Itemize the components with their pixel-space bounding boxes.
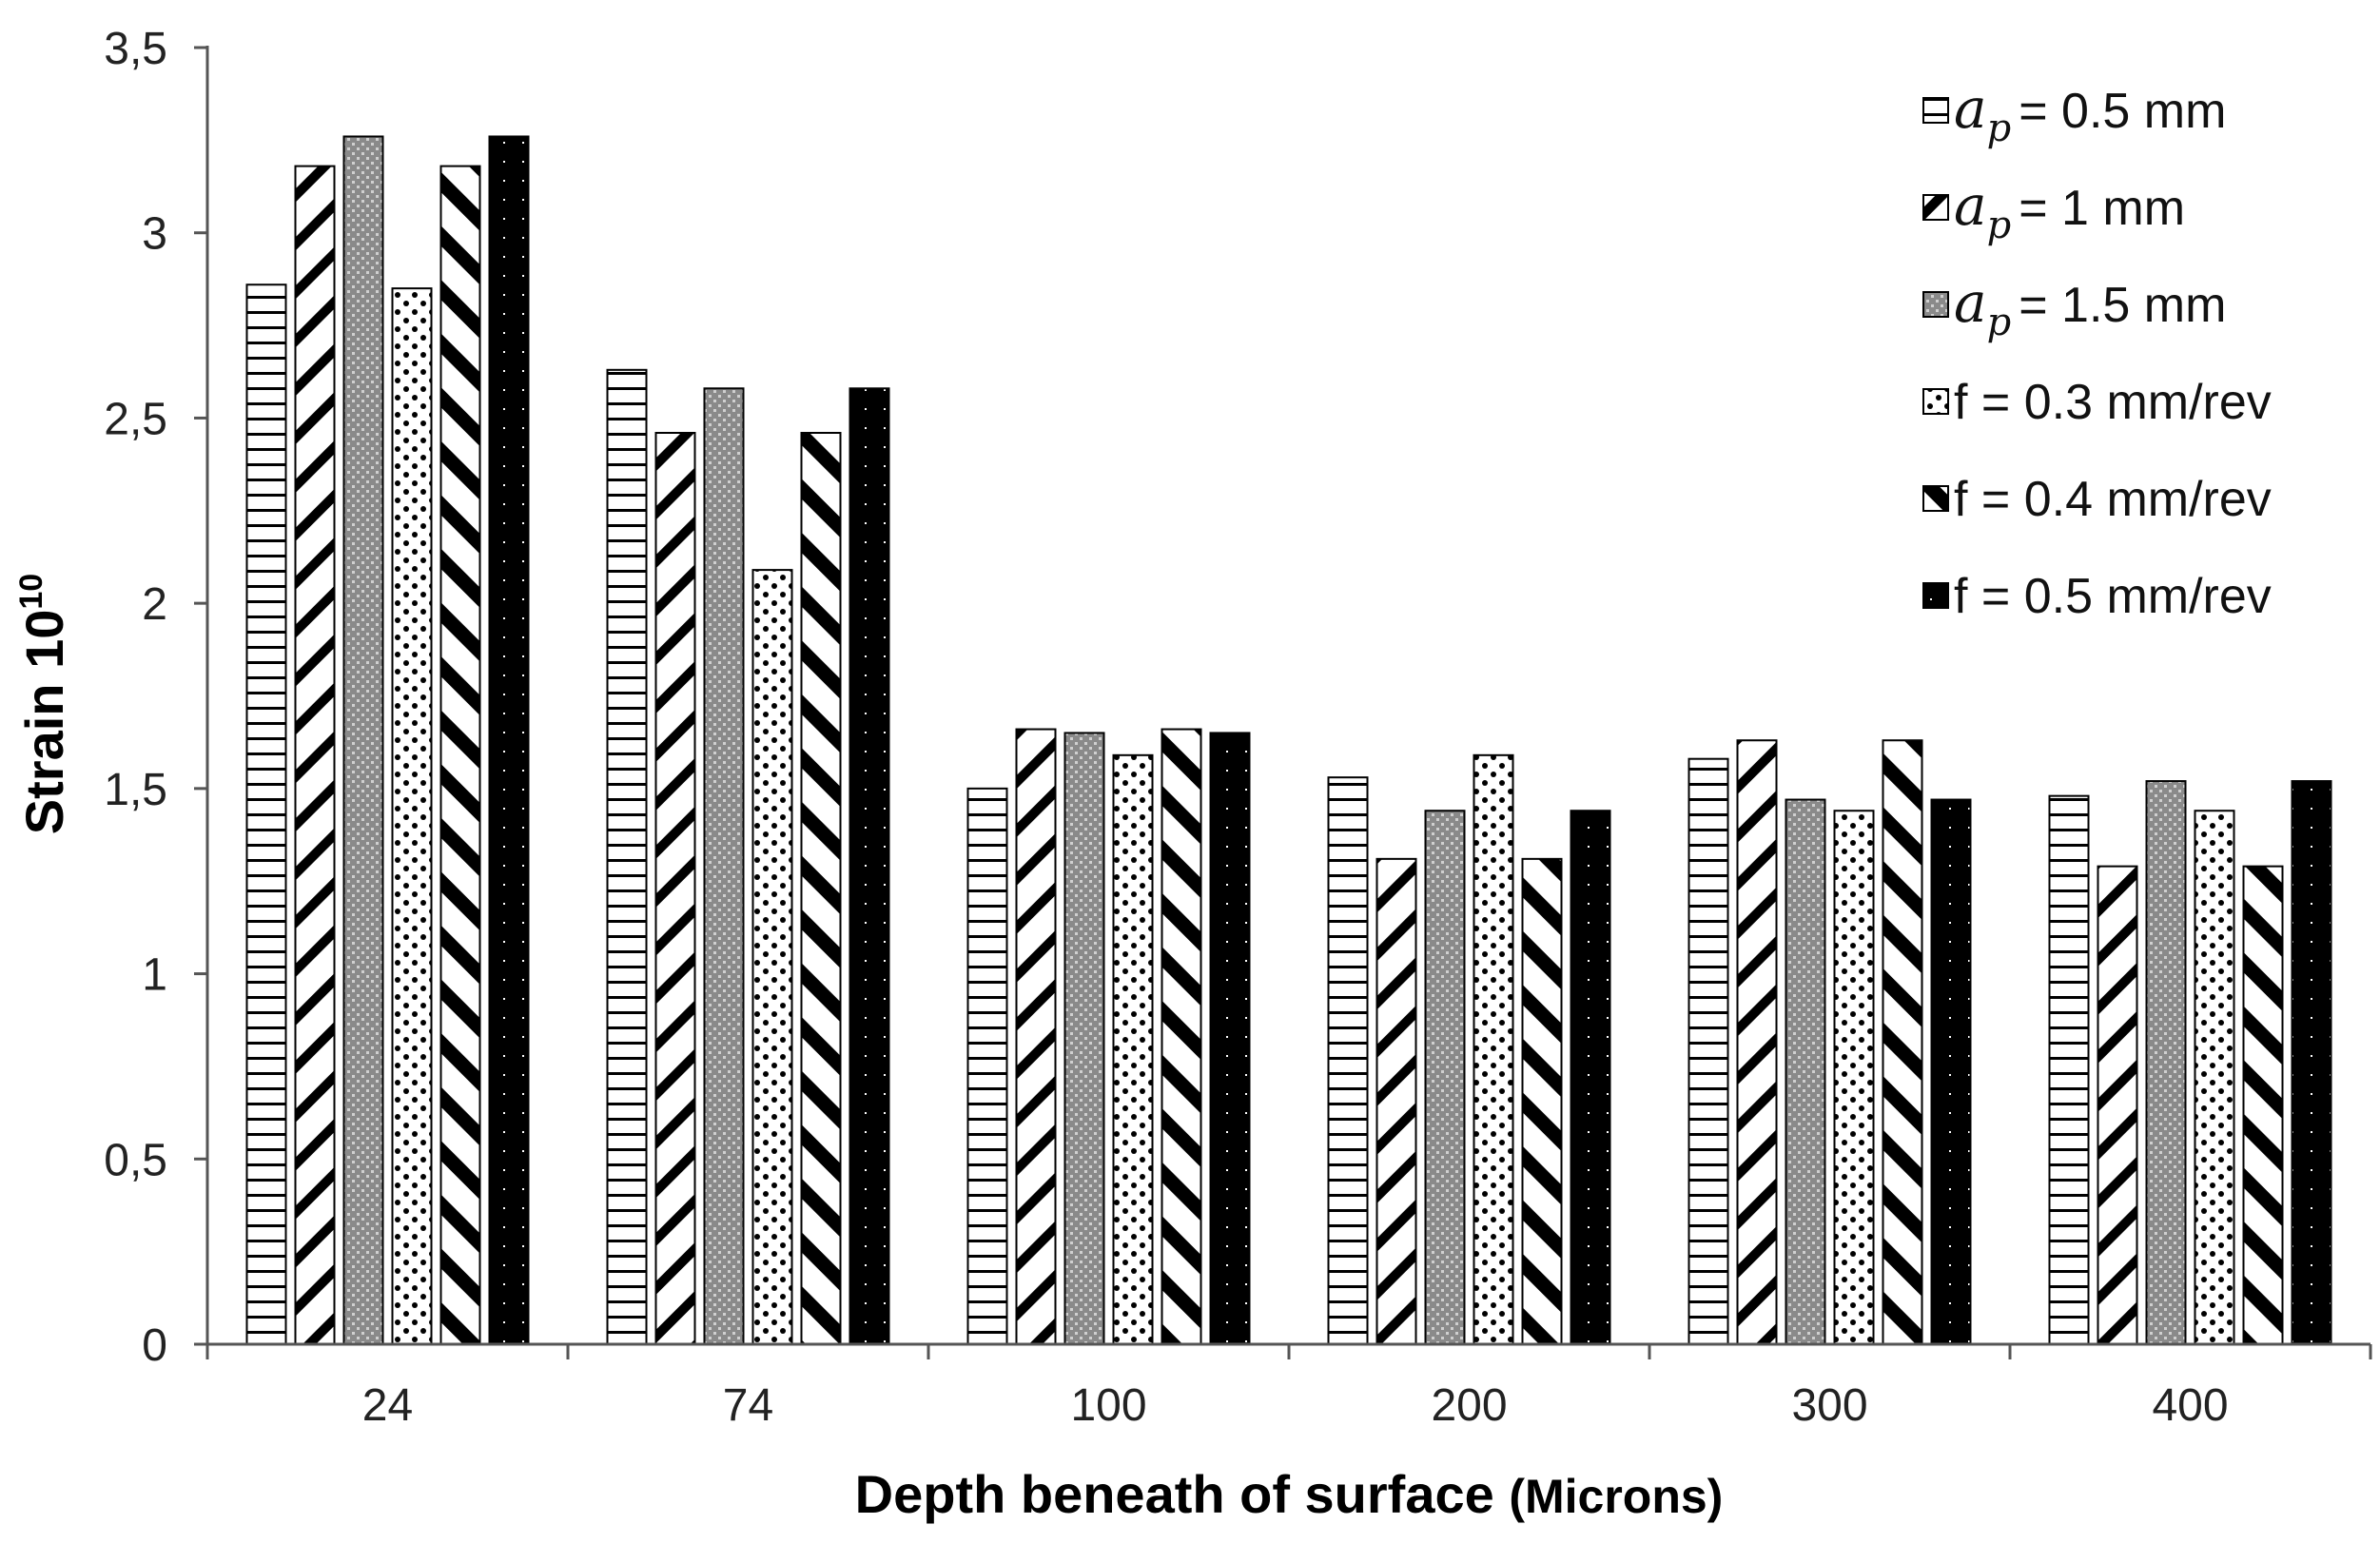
legend-swatch — [1922, 194, 1949, 221]
legend-item-1: ap = 0.5 mm — [1922, 76, 2226, 150]
y-tick-label: 1 — [142, 950, 167, 1001]
bar-5-300 — [1882, 739, 1923, 1345]
legend-subscript: p — [1987, 301, 2012, 344]
bar-2-100 — [1015, 728, 1057, 1345]
x-tick-label-400: 400 — [2152, 1380, 2228, 1431]
bar-5-400 — [2242, 865, 2284, 1345]
bar-6-300 — [1930, 798, 1972, 1345]
bar-3-200 — [1424, 810, 1466, 1345]
y-axis-title-text: Strain 10 — [14, 610, 74, 835]
legend-subscript: p — [1987, 107, 2012, 150]
legend-subscript: p — [1987, 204, 2012, 247]
legend-item-3: ap = 1.5 mm — [1922, 270, 2226, 344]
legend-text: = 1.5 mm — [2019, 278, 2226, 333]
y-tick-label: 3,5 — [104, 24, 167, 74]
bar-4-300 — [1833, 810, 1875, 1345]
y-axis-title-exponent: 10 — [13, 574, 49, 610]
legend-label: ap = 1.5 mm — [1954, 270, 2226, 344]
bar-5-200 — [1521, 857, 1563, 1345]
bar-6-100 — [1209, 732, 1251, 1345]
y-tick-label: 3 — [142, 209, 167, 260]
bars-layer — [245, 135, 2332, 1346]
bar-3-400 — [2145, 780, 2187, 1345]
x-axis-title-text: Depth beneath of surface — [855, 1464, 1494, 1524]
legend-label: f = 0.3 mm/rev — [1954, 375, 2272, 430]
bar-3-100 — [1063, 732, 1105, 1345]
legend-label: f = 0.4 mm/rev — [1954, 472, 2272, 527]
bar-2-24 — [294, 165, 336, 1345]
legend-text: = 0.5 mm — [2019, 84, 2226, 139]
bar-2-74 — [654, 432, 696, 1345]
legend-label: f = 0.5 mm/rev — [1954, 569, 2272, 624]
y-tick-label: 0 — [142, 1320, 167, 1371]
legend-label: ap = 0.5 mm — [1954, 76, 2226, 150]
bar-4-200 — [1473, 753, 1514, 1345]
y-tick-label: 1,5 — [104, 765, 167, 815]
x-axis-title-unit: (Microns) — [1509, 1470, 1723, 1523]
y-tick-label: 0,5 — [104, 1135, 167, 1185]
bar-2-300 — [1736, 739, 1778, 1345]
y-axis-title: Strain 1010 — [13, 574, 74, 834]
bar-5-100 — [1161, 728, 1202, 1345]
bar-1-100 — [966, 787, 1008, 1345]
axes-layer — [194, 46, 2372, 1359]
bar-6-200 — [1570, 810, 1611, 1345]
legend-text: f = 0.4 mm/rev — [1954, 472, 2272, 527]
bar-1-24 — [245, 283, 287, 1346]
legend-swatch — [1922, 388, 1949, 415]
bar-1-300 — [1687, 757, 1729, 1345]
legend-text: = 1 mm — [2019, 181, 2185, 236]
legend-item-2: ap = 1 mm — [1922, 173, 2185, 247]
bar-1-400 — [2048, 794, 2090, 1345]
bar-5-74 — [800, 432, 842, 1345]
legend-label: ap = 1 mm — [1954, 173, 2185, 247]
x-tick-label-200: 200 — [1431, 1380, 1507, 1431]
bar-6-24 — [488, 135, 530, 1345]
x-tick-label-74: 74 — [723, 1380, 773, 1431]
bar-2-400 — [2097, 865, 2138, 1345]
x-tick-label-100: 100 — [1070, 1380, 1146, 1431]
legend-text: f = 0.5 mm/rev — [1954, 569, 2272, 624]
bar-4-74 — [751, 569, 793, 1345]
legend-item-6: f = 0.5 mm/rev — [1922, 569, 2272, 624]
bar-1-74 — [606, 368, 648, 1345]
y-tick-labels: 0 0,5 1 1,5 2 2,5 3 3,5 — [104, 24, 167, 1371]
bar-4-400 — [2194, 810, 2235, 1345]
legend-symbol: a — [1954, 76, 1987, 141]
legend-swatch — [1922, 582, 1949, 609]
y-tick-label: 2,5 — [104, 394, 167, 444]
bar-6-74 — [849, 387, 890, 1345]
y-tick-label: 2 — [142, 579, 167, 630]
bar-2-200 — [1375, 857, 1417, 1345]
legend-text: f = 0.3 mm/rev — [1954, 375, 2272, 430]
bar-6-400 — [2291, 780, 2332, 1345]
legend-swatch — [1922, 485, 1949, 512]
bar-5-24 — [439, 165, 481, 1345]
legend-symbol: a — [1954, 173, 1987, 238]
bar-4-100 — [1112, 753, 1154, 1345]
x-tick-label-24: 24 — [362, 1380, 413, 1431]
legend-symbol: a — [1954, 270, 1987, 335]
bar-3-74 — [703, 387, 745, 1345]
bar-4-24 — [391, 287, 433, 1346]
x-tick-labels: 24 74 100 200 300 400 — [362, 1380, 2229, 1431]
legend-swatch — [1922, 291, 1949, 318]
bar-3-300 — [1785, 798, 1826, 1345]
x-tick-label-300: 300 — [1791, 1380, 1867, 1431]
legend-item-4: f = 0.3 mm/rev — [1922, 375, 2272, 430]
x-axis-title: Depth beneath of surface (Microns) — [855, 1464, 1724, 1524]
bar-1-200 — [1327, 776, 1369, 1345]
legend-swatch — [1922, 97, 1949, 124]
bar-3-24 — [342, 135, 384, 1345]
legend-item-5: f = 0.4 mm/rev — [1922, 472, 2272, 527]
